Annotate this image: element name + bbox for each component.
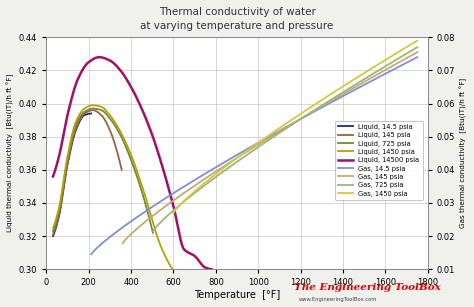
- Gas, 1450 psia: [200, 183, 206, 186]
- Liquid, 725 psia: [50, 229, 56, 233]
- Line: Gas, 14.5 psia: Gas, 14.5 psia: [91, 57, 417, 254]
- Liquid, 145 psia: [100, 115, 106, 119]
- Gas, 145 psia: [216, 168, 221, 172]
- Gas, 14.5 psia: [128, 220, 133, 223]
- Liquid, 145 psia: [90, 108, 96, 112]
- Gas, 725 psia: [182, 199, 188, 203]
- Gas, 145 psia: [155, 210, 161, 214]
- Gas, 725 psia: [150, 229, 156, 233]
- Line: Liquid, 145 psia: Liquid, 145 psia: [53, 110, 122, 235]
- Gas, 14.5 psia: [414, 55, 420, 59]
- Liquid, 1450 psia: [50, 226, 56, 230]
- Gas, 145 psia: [305, 113, 311, 116]
- Gas, 725 psia: [341, 90, 346, 94]
- Gas, 1450 psia: [250, 145, 256, 148]
- Liquid, 725 psia: [90, 107, 96, 111]
- Liquid, 14.5 psia: [78, 118, 83, 122]
- Liquid, 14500 psia: [209, 267, 214, 271]
- Liquid, 145 psia: [73, 128, 78, 132]
- Y-axis label: Liquid thermal conductivity  [Btu(IT)/h ft °F]: Liquid thermal conductivity [Btu(IT)/h f…: [7, 74, 14, 232]
- Liquid, 725 psia: [113, 126, 119, 129]
- Liquid, 1450 psia: [137, 179, 143, 183]
- Line: Liquid, 1450 psia: Liquid, 1450 psia: [53, 105, 173, 269]
- Title: Thermal conductivity of water
at varying temperature and pressure: Thermal conductivity of water at varying…: [140, 7, 334, 31]
- Gas, 14.5 psia: [195, 177, 201, 180]
- Liquid, 14.5 psia: [74, 126, 80, 129]
- Liquid, 1450 psia: [98, 105, 103, 108]
- Liquid, 14.5 psia: [88, 112, 94, 115]
- Liquid, 14500 psia: [96, 55, 102, 59]
- Liquid, 1450 psia: [89, 103, 95, 107]
- Liquid, 725 psia: [122, 144, 128, 147]
- Liquid, 725 psia: [123, 145, 129, 149]
- Text: www.EngineeringToolBox.com: www.EngineeringToolBox.com: [299, 297, 377, 302]
- Liquid, 1450 psia: [64, 155, 70, 159]
- Liquid, 14500 psia: [113, 64, 119, 68]
- Gas, 145 psia: [332, 97, 338, 100]
- Y-axis label: Gas thermal conductivity  [Btu(IT)/h ft °F]: Gas thermal conductivity [Btu(IT)/h ft °…: [460, 78, 467, 228]
- Gas, 1450 psia: [267, 133, 273, 136]
- Liquid, 14500 psia: [69, 95, 75, 99]
- Liquid, 1450 psia: [137, 177, 143, 181]
- Liquid, 725 psia: [90, 107, 95, 111]
- Gas, 145 psia: [414, 50, 420, 54]
- Liquid, 145 psia: [93, 110, 99, 113]
- Liquid, 145 psia: [100, 115, 106, 119]
- Text: The Engineering ToolBox: The Engineering ToolBox: [294, 283, 441, 292]
- Gas, 145 psia: [120, 242, 126, 245]
- Line: Gas, 145 psia: Gas, 145 psia: [123, 52, 417, 243]
- Gas, 145 psia: [237, 154, 242, 158]
- Liquid, 145 psia: [58, 200, 64, 204]
- Gas, 145 psia: [334, 96, 339, 99]
- Liquid, 14.5 psia: [50, 234, 56, 238]
- Line: Liquid, 14.5 psia: Liquid, 14.5 psia: [53, 114, 91, 236]
- Gas, 725 psia: [255, 146, 261, 149]
- Liquid, 725 psia: [62, 172, 68, 176]
- Gas, 725 psia: [342, 89, 348, 93]
- Line: Gas, 1450 psia: Gas, 1450 psia: [173, 41, 417, 213]
- Liquid, 14500 psia: [165, 184, 171, 188]
- Liquid, 14.5 psia: [55, 220, 61, 223]
- Gas, 1450 psia: [346, 80, 352, 84]
- Liquid, 14500 psia: [150, 136, 156, 139]
- Gas, 1450 psia: [348, 80, 354, 84]
- Liquid, 725 psia: [150, 231, 156, 235]
- Gas, 14.5 psia: [88, 252, 94, 256]
- Gas, 725 psia: [237, 158, 242, 162]
- Gas, 1450 psia: [171, 211, 176, 215]
- Liquid, 145 psia: [50, 233, 56, 236]
- Liquid, 1450 psia: [90, 103, 96, 107]
- Liquid, 14.5 psia: [78, 118, 83, 121]
- Line: Liquid, 725 psia: Liquid, 725 psia: [53, 109, 153, 233]
- Gas, 725 psia: [317, 105, 322, 109]
- Liquid, 14500 psia: [50, 175, 56, 178]
- Line: Gas, 725 psia: Gas, 725 psia: [153, 47, 417, 231]
- Liquid, 1450 psia: [170, 267, 175, 271]
- Liquid, 1450 psia: [126, 147, 131, 151]
- Liquid, 145 psia: [119, 168, 125, 172]
- Gas, 14.5 psia: [218, 163, 223, 166]
- Liquid, 14.5 psia: [63, 174, 68, 178]
- Gas, 14.5 psia: [324, 103, 329, 107]
- Gas, 14.5 psia: [293, 119, 299, 123]
- X-axis label: Temperature  [°F]: Temperature [°F]: [194, 290, 280, 300]
- Liquid, 725 psia: [82, 109, 88, 113]
- Liquid, 14500 psia: [102, 56, 108, 60]
- Liquid, 145 psia: [77, 117, 83, 121]
- Line: Liquid, 14500 psia: Liquid, 14500 psia: [53, 57, 211, 269]
- Gas, 14.5 psia: [325, 102, 331, 106]
- Liquid, 14.5 psia: [65, 160, 71, 163]
- Gas, 1450 psia: [324, 95, 330, 99]
- Gas, 1450 psia: [414, 39, 420, 42]
- Gas, 725 psia: [414, 45, 420, 49]
- Legend: Liquid, 14.5 psia, Liquid, 145 psia, Liquid, 725 psia, Liquid, 1450 psia, Liquid: Liquid, 14.5 psia, Liquid, 145 psia, Liq…: [335, 121, 423, 200]
- Liquid, 14500 psia: [166, 187, 172, 190]
